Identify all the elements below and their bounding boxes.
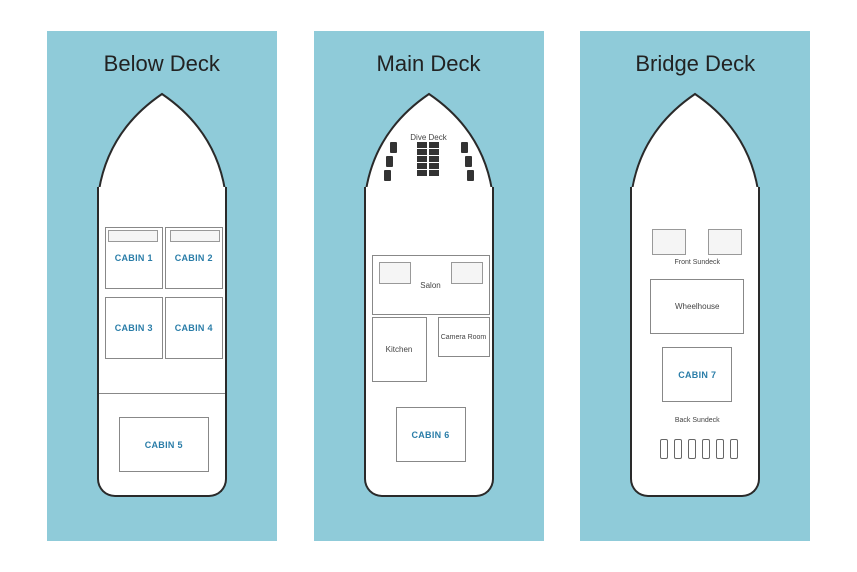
back-sundeck: Back Sundeck	[638, 415, 756, 475]
cabin-7: CABIN 7	[662, 347, 732, 402]
hull: Salon Kitchen Camera Room CABIN 6	[364, 187, 494, 497]
bow-icon	[630, 92, 760, 192]
tank-rack-icon	[417, 142, 441, 176]
salon: Salon	[372, 255, 490, 315]
hull: Front Sundeck Wheelhouse CABIN 7 Back Su…	[630, 187, 760, 497]
deck-title: Bridge Deck	[635, 51, 755, 77]
deck-panel-below: Below Deck CABIN 1 CABIN 2 CABIN 3 CABIN…	[47, 31, 277, 541]
cabin-5: CABIN 5	[119, 417, 209, 472]
deck-title: Main Deck	[377, 51, 481, 77]
cabin-6: CABIN 6	[396, 407, 466, 462]
deck-panel-bridge: Bridge Deck Front Sundeck Wheelhouse CAB…	[580, 31, 810, 541]
cabin-1: CABIN 1	[105, 227, 163, 289]
deck-panel-main: Main Deck Dive Deck Salon Kitchen	[314, 31, 544, 541]
front-sundeck: Front Sundeck	[638, 227, 756, 272]
wheelhouse: Wheelhouse	[650, 279, 744, 334]
kitchen: Kitchen	[372, 317, 427, 382]
cabin-4: CABIN 4	[165, 297, 223, 359]
boat-below: CABIN 1 CABIN 2 CABIN 3 CABIN 4 CABIN 5	[97, 92, 227, 512]
hull: CABIN 1 CABIN 2 CABIN 3 CABIN 4 CABIN 5	[97, 187, 227, 497]
deck-title: Below Deck	[104, 51, 220, 77]
bow-icon	[97, 92, 227, 192]
camera-room: Camera Room	[438, 317, 490, 357]
boat-main: Dive Deck Salon Kitchen Camera Room CABI…	[364, 92, 494, 512]
cabin-2: CABIN 2	[165, 227, 223, 289]
boat-bridge: Front Sundeck Wheelhouse CABIN 7 Back Su…	[630, 92, 760, 512]
cabin-3: CABIN 3	[105, 297, 163, 359]
